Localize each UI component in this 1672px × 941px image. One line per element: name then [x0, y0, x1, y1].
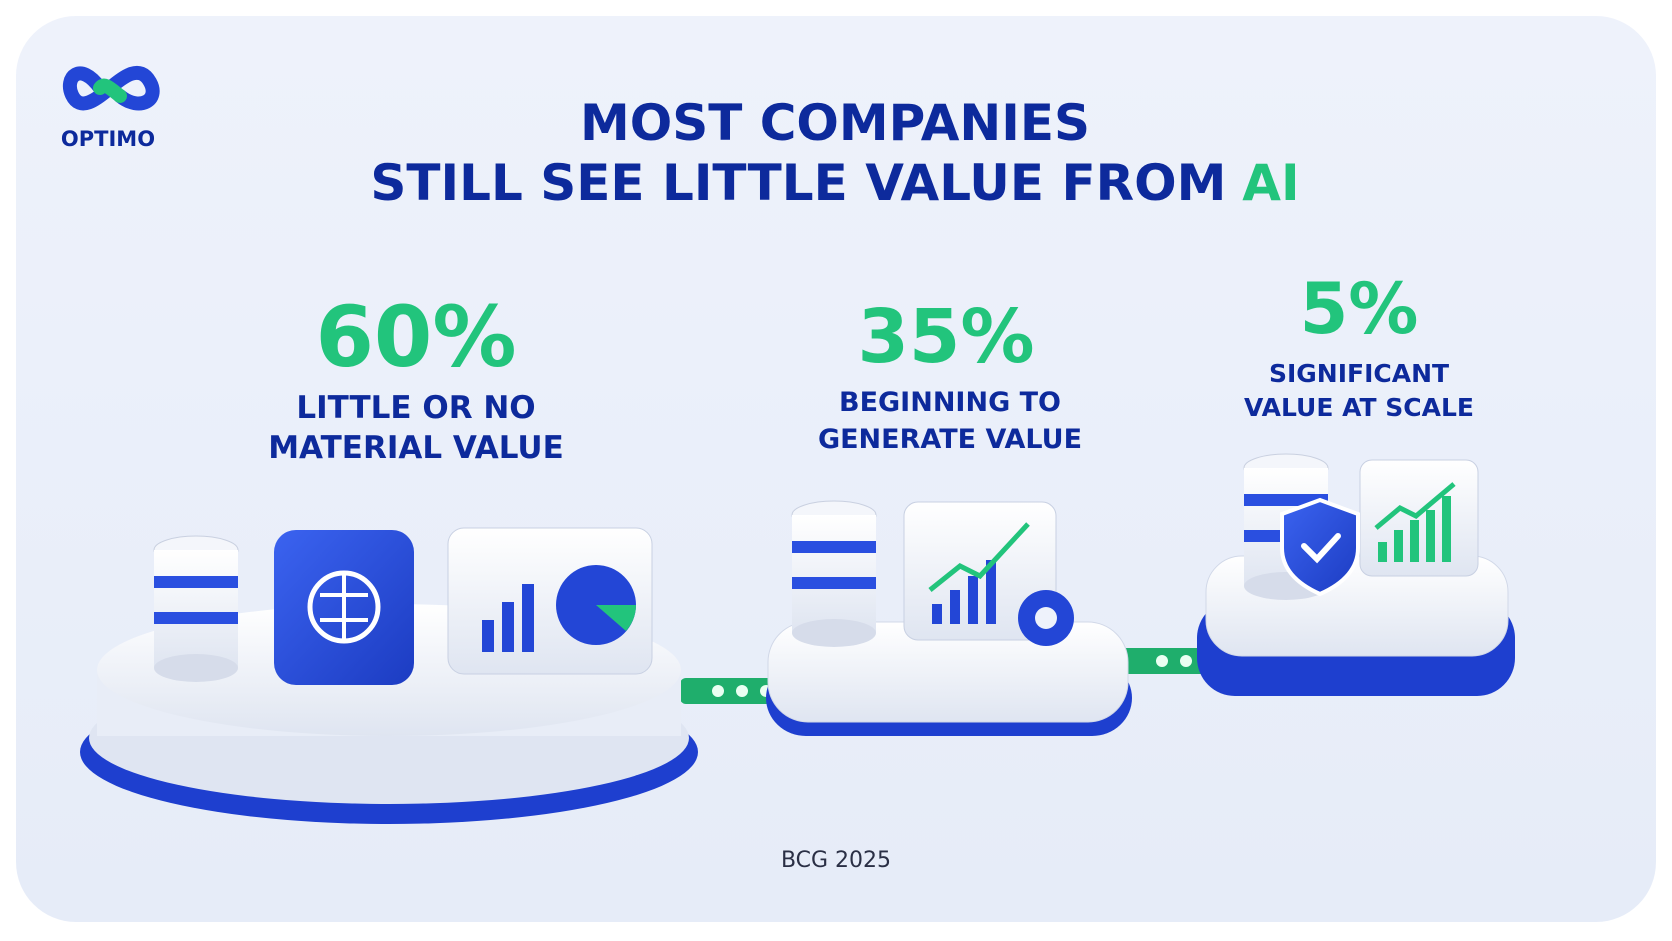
stat-value: 5%	[1300, 268, 1419, 350]
title-highlight: AI	[1242, 154, 1299, 212]
platform	[80, 527, 698, 824]
title-text: STILL SEE LITTLE VALUE FROM	[370, 154, 1226, 212]
stat-label: SIGNIFICANT	[1269, 359, 1449, 388]
stat-label: BEGINNING TO	[839, 387, 1061, 418]
platform	[1197, 453, 1515, 696]
stat-label: MATERIAL VALUE	[268, 430, 564, 466]
stat-value: 35%	[857, 294, 1034, 380]
logo-text: OPTIMO	[61, 127, 155, 151]
stat-value: 60%	[315, 288, 516, 386]
source: BCG 2025	[781, 848, 891, 873]
title-line: STILL SEE LITTLE VALUE FROM AI	[370, 154, 1299, 212]
stat-label: VALUE AT SCALE	[1244, 393, 1474, 422]
stat-label: GENERATE VALUE	[818, 424, 1082, 455]
platform	[766, 500, 1132, 736]
stat-label: LITTLE OR NO	[296, 390, 535, 426]
logo: OPTIMO	[61, 65, 160, 151]
title-line: MOST COMPANIES	[580, 94, 1090, 152]
